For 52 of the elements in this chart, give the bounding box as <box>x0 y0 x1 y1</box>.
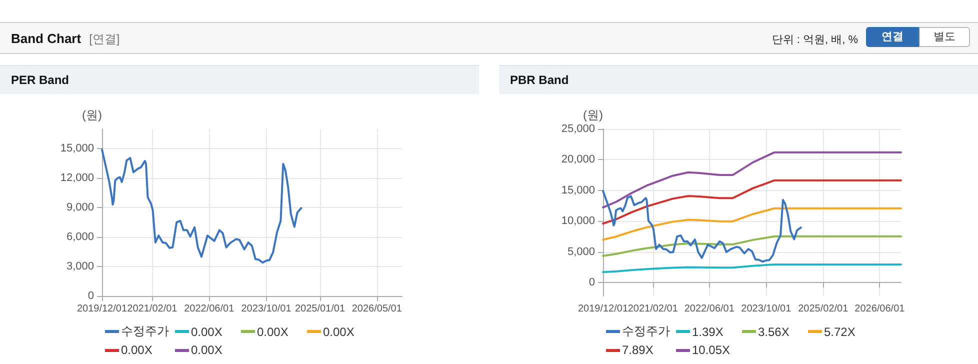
legend-label: 0.00X <box>121 343 152 357</box>
line-series <box>602 207 902 241</box>
y-tick-label: 3,000 <box>66 260 94 273</box>
x-tick-label: 2023/10/01 <box>241 304 292 314</box>
line-series <box>602 151 902 208</box>
x-tick-label: 2021/02/01 <box>127 304 178 314</box>
line-series <box>602 190 802 263</box>
y-axis-title: (원) <box>583 108 603 122</box>
x-tick-label: 2021/02/01 <box>628 304 678 314</box>
line-series <box>101 148 302 264</box>
legend-label: 수정주가 <box>121 323 169 340</box>
legend-label: 수정주가 <box>622 323 670 340</box>
y-tick-label: 6,000 <box>66 231 94 244</box>
y-tick-label: 10,000 <box>561 215 595 228</box>
text: [연결] <box>89 32 120 46</box>
x-tick-label: 2023/10/01 <box>741 304 792 314</box>
legend-label: 10.05X <box>692 343 730 357</box>
text: 단위 : 억원, 배, % <box>772 33 858 47</box>
y-tick-label: 0 <box>588 276 595 288</box>
x-tick-label: 2022/06/01 <box>684 304 735 314</box>
x-tick-label: 2019/12/01 <box>76 304 128 314</box>
legend-label: 0.00X <box>191 343 222 357</box>
legend-label: 0.00X <box>191 324 222 338</box>
x-tick-label: 2025/02/01 <box>798 304 849 314</box>
legend-label: 0.00X <box>257 324 288 338</box>
y-tick-label: 9,000 <box>66 202 94 214</box>
legend-label: 3.56X <box>758 324 790 338</box>
line-series <box>602 235 902 257</box>
x-tick-label: 2026/06/01 <box>854 304 906 314</box>
legend-label: 5.72X <box>824 324 856 338</box>
x-tick-label: 2026/05/01 <box>352 304 402 314</box>
text: 연결 <box>866 27 919 47</box>
line-series <box>602 179 902 225</box>
legend-label: 7.89X <box>622 343 654 357</box>
x-tick-label: 2019/12/01 <box>578 304 628 314</box>
y-tick-label: 12,000 <box>60 172 94 184</box>
y-tick-label: 0 <box>88 290 94 302</box>
legend-label: 0.00X <box>323 324 354 338</box>
y-tick-label: 15,000 <box>561 184 595 196</box>
text: 별도 <box>919 27 970 47</box>
chart-title: PER Band <box>11 73 70 87</box>
y-axis-title: (원) <box>82 108 102 122</box>
x-tick-label: 2022/06/01 <box>184 304 235 314</box>
y-tick-label: 20,000 <box>561 154 595 166</box>
y-tick-label: 15,000 <box>60 142 94 155</box>
y-tick-label: 5,000 <box>567 246 595 258</box>
line-series <box>602 264 902 274</box>
legend-label: 1.39X <box>692 324 724 338</box>
y-tick-label: 25,000 <box>561 123 595 135</box>
x-tick-label: 2025/01/01 <box>294 304 346 314</box>
text: Band Chart <box>11 31 82 46</box>
chart-title: PBR Band <box>510 73 569 87</box>
